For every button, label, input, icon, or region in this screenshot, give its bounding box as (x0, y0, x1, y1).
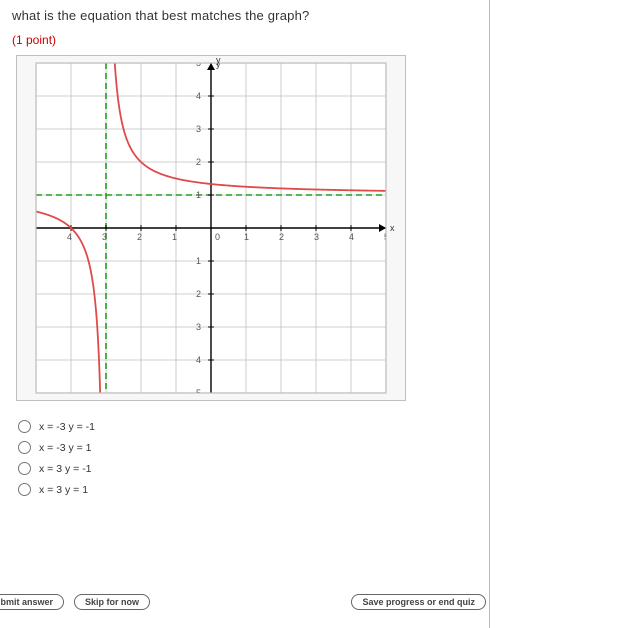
content-area: what is the equation that best matches t… (0, 0, 490, 628)
svg-text:1: 1 (172, 232, 177, 242)
svg-text:y: y (216, 55, 221, 65)
option-label: x = 3 y = -1 (39, 463, 92, 475)
option-label: x = 3 y = 1 (39, 484, 88, 496)
option-row[interactable]: x = 3 y = -1 (18, 462, 477, 475)
svg-text:x: x (390, 223, 395, 233)
svg-text:1: 1 (196, 190, 201, 200)
svg-text:0: 0 (215, 232, 220, 242)
svg-text:3: 3 (196, 124, 201, 134)
svg-text:4: 4 (67, 232, 72, 242)
svg-text:4: 4 (196, 91, 201, 101)
question-text: what is the equation that best matches t… (12, 8, 477, 23)
svg-text:1: 1 (196, 256, 201, 266)
option-radio[interactable] (18, 420, 31, 433)
skip-button[interactable]: Skip for now (74, 594, 150, 610)
option-row[interactable]: x = -3 y = -1 (18, 420, 477, 433)
svg-text:4: 4 (349, 232, 354, 242)
button-row: ubmit answer Skip for now Save progress … (0, 594, 490, 610)
svg-text:2: 2 (137, 232, 142, 242)
svg-text:2: 2 (196, 157, 201, 167)
svg-text:3: 3 (314, 232, 319, 242)
points-label: (1 point) (12, 33, 477, 47)
option-radio[interactable] (18, 483, 31, 496)
svg-text:3: 3 (102, 232, 107, 242)
answer-options: x = -3 y = -1 x = -3 y = 1 x = 3 y = -1 x =… (18, 420, 477, 496)
svg-text:2: 2 (279, 232, 284, 242)
svg-text:4: 4 (196, 355, 201, 365)
option-radio[interactable] (18, 462, 31, 475)
graph-container: xy543211234554321123450xy (16, 55, 477, 406)
option-label: x = -3 y = 1 (39, 442, 92, 454)
option-row[interactable]: x = -3 y = 1 (18, 441, 477, 454)
option-label: x = -3 y = -1 (39, 421, 95, 433)
option-radio[interactable] (18, 441, 31, 454)
save-progress-button[interactable]: Save progress or end quiz (351, 594, 486, 610)
svg-text:1: 1 (244, 232, 249, 242)
svg-text:2: 2 (196, 289, 201, 299)
svg-text:3: 3 (196, 322, 201, 332)
graph-svg: xy543211234554321123450xy (16, 55, 406, 401)
submit-answer-button[interactable]: ubmit answer (0, 594, 64, 610)
option-row[interactable]: x = 3 y = 1 (18, 483, 477, 496)
